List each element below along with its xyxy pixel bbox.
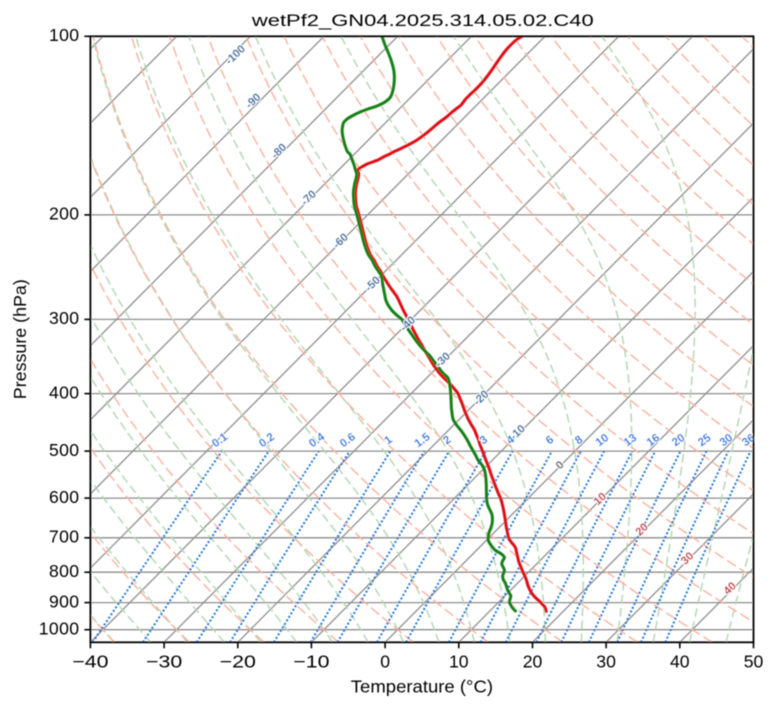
svg-text:wetPf2_GN04.2025.314.05.02.C40: wetPf2_GN04.2025.314.05.02.C40: [251, 11, 594, 30]
svg-text:20: 20: [523, 651, 543, 671]
svg-text:Pressure (hPa): Pressure (hPa): [10, 279, 30, 399]
svg-text:600: 600: [49, 487, 80, 507]
svg-text:−30: −30: [146, 651, 182, 671]
svg-text:800: 800: [49, 561, 80, 581]
svg-text:400: 400: [49, 382, 80, 402]
svg-text:200: 200: [49, 204, 80, 224]
svg-text:500: 500: [49, 440, 80, 460]
svg-text:700: 700: [49, 527, 80, 547]
svg-text:0: 0: [380, 651, 390, 671]
svg-text:−10: −10: [293, 651, 329, 671]
svg-text:900: 900: [49, 591, 80, 611]
svg-text:Temperature (°C): Temperature (°C): [351, 677, 493, 697]
svg-text:50: 50: [744, 651, 764, 671]
svg-text:−40: −40: [72, 651, 108, 671]
svg-text:30: 30: [596, 651, 616, 671]
svg-text:100: 100: [49, 25, 80, 45]
svg-text:40: 40: [670, 651, 690, 671]
svg-text:300: 300: [49, 308, 80, 328]
svg-text:−20: −20: [220, 651, 256, 671]
svg-text:10: 10: [449, 651, 469, 671]
svg-text:1000: 1000: [39, 619, 80, 639]
